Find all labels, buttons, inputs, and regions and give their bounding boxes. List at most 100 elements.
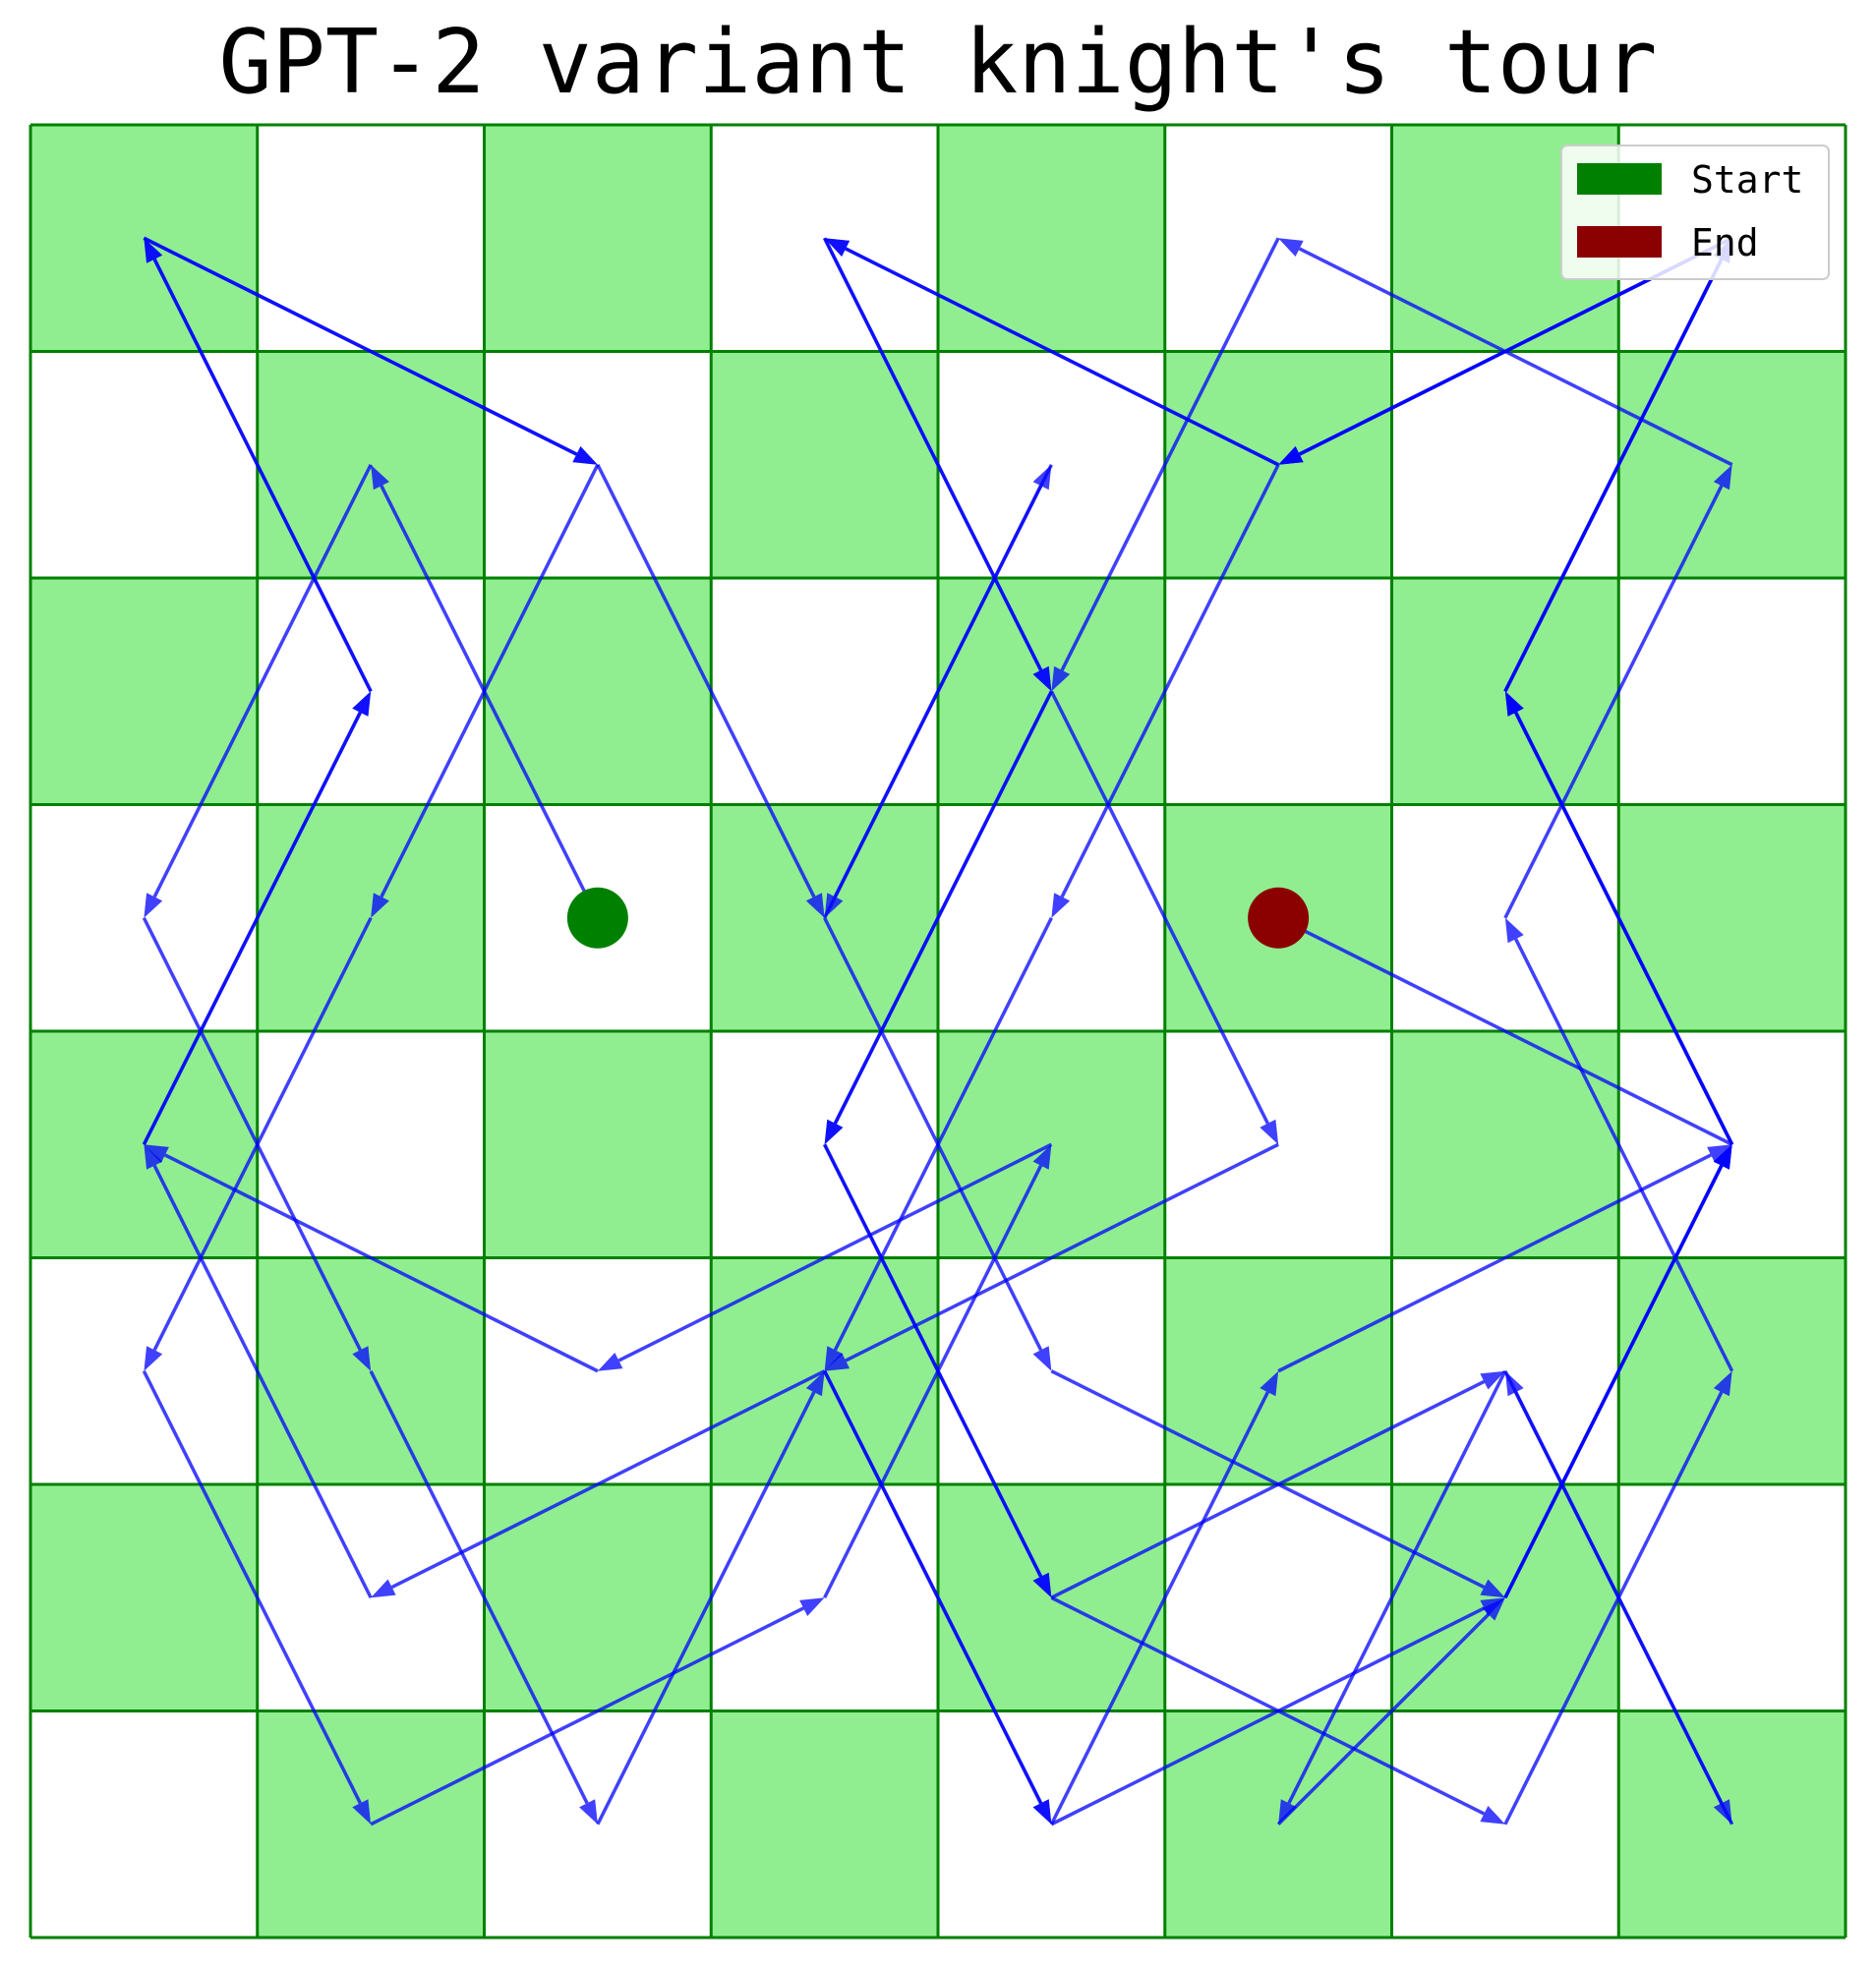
tour-arrowhead bbox=[371, 1579, 396, 1598]
tour-arrowhead bbox=[799, 1597, 825, 1617]
tour-segment bbox=[143, 236, 578, 456]
tour-arrowhead bbox=[824, 1119, 844, 1145]
tour-arrowhead bbox=[1480, 1579, 1505, 1598]
tour-arrowhead bbox=[597, 1352, 623, 1371]
tour-arrowhead bbox=[1504, 917, 1524, 944]
tour-arrowhead bbox=[1504, 691, 1524, 717]
tour-arrowhead bbox=[805, 893, 825, 918]
board-square bbox=[1618, 804, 1846, 1031]
board-square bbox=[1164, 578, 1392, 805]
tour-segment bbox=[1503, 258, 1724, 693]
tour-arrowhead bbox=[1032, 1346, 1052, 1371]
tour-segment bbox=[1277, 1153, 1712, 1373]
board-square bbox=[484, 1031, 712, 1258]
tour-arrowhead bbox=[1713, 464, 1732, 491]
tour-segment bbox=[823, 1164, 1043, 1599]
board-square bbox=[484, 125, 712, 352]
board-square bbox=[1164, 1484, 1392, 1711]
board-square bbox=[257, 1031, 485, 1258]
chart-title: GPT-2 variant knight's tour bbox=[218, 11, 1658, 114]
tour-segment bbox=[833, 690, 1053, 1125]
tour-segment bbox=[1050, 1369, 1486, 1590]
tour-arrowhead bbox=[1260, 1370, 1279, 1397]
tour-arrowhead bbox=[1032, 1572, 1052, 1598]
board-square bbox=[30, 578, 258, 805]
tour-segment bbox=[1514, 711, 1734, 1146]
board-square bbox=[30, 1484, 258, 1711]
tour-segment bbox=[1298, 926, 1733, 1146]
board-square bbox=[484, 578, 712, 805]
tour-segment bbox=[142, 1369, 362, 1805]
tour-segment bbox=[1287, 1369, 1507, 1805]
tour-arrowhead bbox=[1032, 666, 1052, 692]
tour-arrowhead bbox=[824, 893, 844, 918]
tour-segment bbox=[380, 485, 600, 919]
tour-segment bbox=[845, 1142, 1279, 1362]
board-square bbox=[711, 1710, 938, 1938]
tour-arrowhead bbox=[144, 893, 163, 918]
tour-arrowhead bbox=[1032, 1144, 1052, 1170]
tour-arrowhead bbox=[352, 691, 372, 717]
tour-arrowhead bbox=[144, 1346, 163, 1371]
tour-segment bbox=[1049, 690, 1269, 1125]
tour-segment bbox=[1298, 247, 1733, 467]
tour-segment bbox=[596, 1391, 816, 1825]
tour-segment bbox=[1060, 463, 1280, 898]
tour-segment bbox=[152, 916, 373, 1352]
board-square bbox=[484, 1484, 712, 1711]
tour-segment bbox=[142, 711, 362, 1146]
board-square bbox=[30, 1710, 258, 1938]
end-marker bbox=[1248, 887, 1310, 949]
tour-arrowhead bbox=[144, 1144, 163, 1170]
board-square bbox=[938, 125, 1165, 352]
tour-segment bbox=[142, 916, 362, 1352]
tour-segment bbox=[152, 258, 373, 693]
tour-segment bbox=[823, 1369, 1043, 1805]
tour-arrowhead bbox=[824, 238, 850, 258]
tour-segment bbox=[152, 1164, 373, 1599]
tour-segment bbox=[617, 1142, 1053, 1362]
tour-arrowhead bbox=[144, 238, 163, 263]
tour-segment bbox=[833, 916, 1053, 1352]
tour-arrowhead bbox=[1480, 1597, 1505, 1617]
tour-arrowhead bbox=[1480, 1805, 1505, 1825]
tour-arrowhead bbox=[1051, 893, 1071, 918]
tour-arrowhead bbox=[824, 1352, 850, 1371]
board-square bbox=[257, 125, 485, 352]
tour-arrowhead bbox=[1260, 1119, 1279, 1145]
board-square bbox=[1618, 1484, 1846, 1711]
tour-segment bbox=[1503, 1164, 1724, 1599]
legend-swatch-start bbox=[1577, 163, 1662, 195]
tour-segment bbox=[1050, 1595, 1486, 1816]
tour-segment bbox=[152, 463, 373, 898]
tour-arrowhead bbox=[1707, 1144, 1732, 1164]
tour-path bbox=[142, 236, 1734, 1826]
board-square bbox=[711, 351, 938, 578]
tour-arrowhead bbox=[1504, 1370, 1524, 1397]
board-square bbox=[711, 578, 938, 805]
tour-arrowhead bbox=[352, 1799, 372, 1825]
tour-arrowhead bbox=[1480, 1370, 1505, 1390]
tour-arrowhead bbox=[824, 1346, 844, 1371]
legend-swatch-end bbox=[1577, 226, 1662, 258]
tour-arrowhead bbox=[371, 464, 389, 491]
tour-segment bbox=[1503, 485, 1724, 919]
tour-segment bbox=[1276, 1612, 1491, 1825]
tour-segment bbox=[370, 1606, 804, 1826]
board-square bbox=[1391, 1031, 1619, 1258]
tour-segment bbox=[369, 1369, 589, 1805]
tour-segment bbox=[164, 1153, 599, 1373]
tour-arrowhead bbox=[1713, 1144, 1732, 1170]
tour-segment bbox=[823, 237, 1043, 671]
tour-segment bbox=[1050, 1606, 1486, 1826]
board-square bbox=[1391, 351, 1619, 578]
tour-segment bbox=[845, 247, 1279, 467]
tour-segment bbox=[823, 1143, 1043, 1578]
tour-segment bbox=[1049, 1391, 1269, 1825]
tour-arrowhead bbox=[144, 1144, 169, 1164]
board-square bbox=[30, 351, 258, 578]
tour-segment bbox=[833, 463, 1053, 898]
tour-segment bbox=[380, 463, 600, 898]
tour-arrowhead bbox=[572, 445, 598, 465]
